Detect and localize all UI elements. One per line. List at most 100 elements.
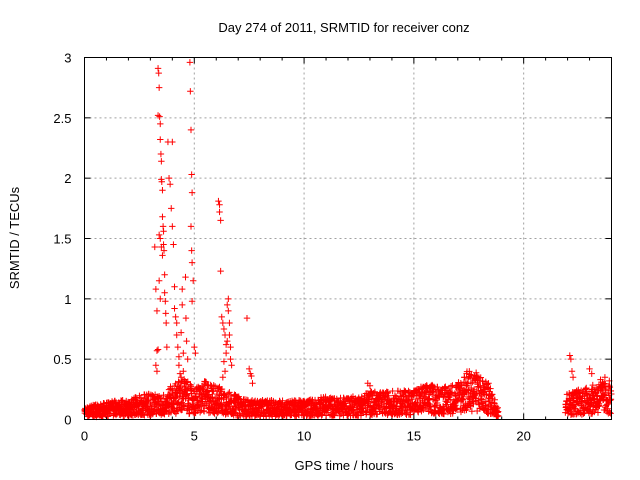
data-point: [188, 259, 196, 266]
data-point: [226, 331, 233, 339]
data-point: [447, 396, 454, 403]
data-point: [160, 228, 167, 235]
data-point: [449, 410, 456, 417]
data-point: [155, 69, 162, 77]
data-point: [226, 319, 233, 327]
data-point: [162, 310, 169, 317]
data-point: [489, 391, 496, 398]
data-point: [155, 84, 163, 91]
data-point: [219, 319, 227, 327]
data-point: [188, 247, 195, 254]
data-point: [182, 386, 189, 393]
data-point: [594, 392, 601, 399]
data-point: [166, 181, 174, 188]
data-point: [177, 374, 185, 381]
data-point: [155, 231, 163, 239]
data-point: [177, 329, 185, 336]
data-point: [177, 382, 184, 390]
data-point: [190, 400, 198, 408]
data-point: [606, 397, 614, 404]
data-point: [195, 403, 203, 411]
data-point: [200, 386, 207, 393]
data-point: [220, 325, 228, 333]
data-point: [192, 349, 199, 357]
data-point: [157, 235, 164, 242]
y-axis-label: SRMTID / TECUs: [7, 186, 22, 289]
data-point: [248, 372, 255, 380]
data-point: [224, 337, 231, 345]
data-point: [213, 390, 220, 398]
data-point: [467, 372, 475, 380]
data-point: [182, 273, 189, 281]
data-point: [188, 298, 196, 305]
data-point: [153, 368, 161, 375]
data-point: [493, 405, 501, 413]
x-tick-label: 0: [81, 429, 88, 444]
data-point: [159, 252, 166, 259]
data-point: [152, 362, 160, 369]
data-point: [601, 374, 609, 381]
data-point: [219, 374, 227, 381]
data-point: [171, 283, 178, 290]
data-point: [216, 208, 223, 216]
y-tick-label: 3: [64, 51, 71, 66]
data-point: [162, 319, 170, 327]
data-point: [476, 377, 483, 385]
data-point: [222, 349, 230, 357]
data-point: [477, 374, 484, 381]
data-point: [421, 389, 429, 397]
data-point: [485, 380, 492, 387]
data-point: [199, 385, 206, 393]
data-point: [161, 289, 168, 296]
data-point: [159, 187, 166, 194]
data-point: [224, 301, 231, 309]
data-point: [182, 314, 190, 322]
data-point: [218, 385, 226, 393]
data-point: [372, 401, 379, 408]
x-tick-label: 5: [191, 429, 198, 444]
data-point: [226, 389, 233, 396]
data-point: [604, 405, 611, 412]
data-point: [173, 319, 180, 327]
data-point: [183, 392, 191, 399]
data-point: [179, 301, 186, 309]
gridlines: [84, 57, 612, 420]
data-point: [151, 243, 158, 251]
data-point: [385, 392, 392, 399]
data-point: [144, 396, 151, 404]
y-tick-label: 2: [64, 171, 71, 186]
data-point: [211, 383, 219, 390]
data-point: [589, 381, 596, 389]
data-point: [472, 376, 479, 383]
data-point: [487, 402, 494, 409]
data-point: [407, 411, 414, 418]
data-point: [157, 136, 164, 143]
data-point: [162, 298, 169, 305]
data-point: [175, 385, 182, 393]
y-tick-label: 2.5: [53, 111, 71, 126]
data-point: [119, 397, 126, 404]
data-point: [215, 197, 222, 205]
data-point: [187, 223, 195, 230]
data-point: [171, 305, 178, 312]
data-point: [187, 88, 194, 95]
data-point: [188, 171, 195, 178]
data-point: [596, 402, 603, 410]
data-point: [494, 408, 502, 415]
data-point: [216, 201, 223, 208]
data-point: [183, 337, 190, 345]
data-point: [227, 343, 234, 351]
data-point: [245, 365, 253, 373]
data-point: [243, 314, 251, 322]
data-point: [175, 353, 183, 360]
data-point: [188, 189, 196, 196]
tick-labels: 0 5 10 15 20 0 0.5 1 1.5 2 2.5 3: [53, 51, 530, 444]
data-point: [200, 408, 208, 415]
data-point: [157, 295, 164, 303]
x-tick-label: 10: [297, 429, 311, 444]
data-point: [157, 120, 164, 128]
data-point: [597, 376, 604, 383]
plot-frame: [84, 57, 612, 420]
data-point: [588, 370, 595, 377]
data-point: [152, 285, 160, 293]
